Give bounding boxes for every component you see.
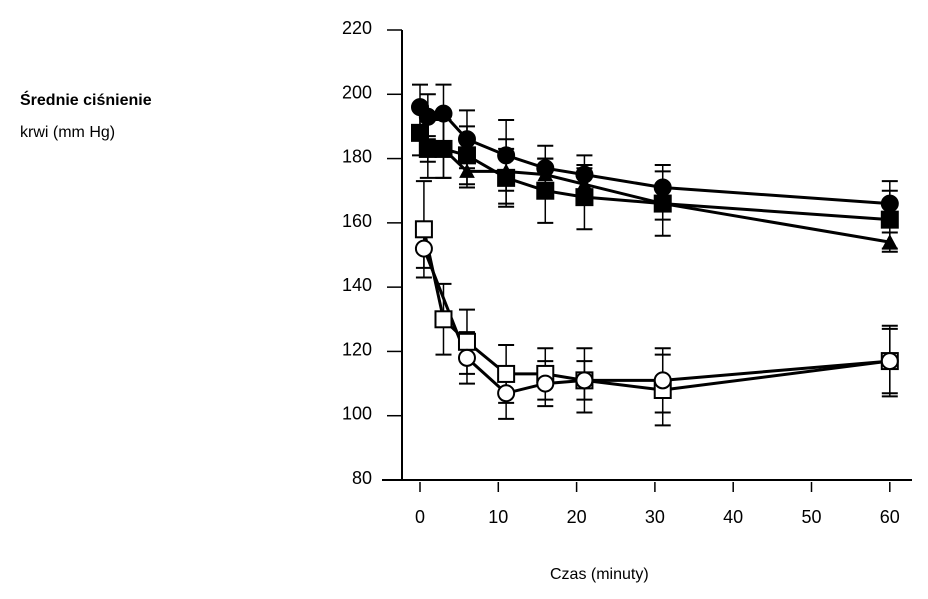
data-point-filled-circle	[497, 146, 516, 165]
data-point-open-circle	[653, 371, 672, 390]
x-tick-label: 20	[567, 507, 587, 527]
x-axis-label: Czas (minuty)	[550, 566, 649, 583]
x-tick-label: 10	[488, 507, 508, 527]
data-point-filled-circle	[457, 130, 476, 149]
data-point-filled-triangle	[459, 163, 475, 178]
data-point-open-circle	[497, 384, 516, 403]
x-tick-label: 60	[880, 507, 900, 527]
y-tick-label: 100	[342, 404, 372, 424]
data-point-open-square	[457, 332, 476, 351]
x-tick-label: 50	[801, 507, 821, 527]
data-point-filled-triangle	[419, 140, 436, 156]
data-point-filled-square	[536, 181, 555, 200]
data-point-filled-triangle	[537, 166, 554, 182]
data-point-filled-triangle	[435, 140, 452, 156]
data-point-open-circle	[414, 239, 433, 258]
y-axis-label-line1: Średnie ciśnienie	[20, 92, 152, 109]
series-line-open-circle	[422, 248, 890, 395]
data-point-open-circle	[536, 374, 555, 393]
y-tick-label: 80	[352, 468, 372, 488]
data-point-filled-square	[411, 123, 429, 142]
data-point-filled-triangle	[576, 176, 593, 191]
y-tick-label: 200	[342, 82, 372, 102]
data-point-open-square	[414, 220, 433, 239]
data-point-open-square	[497, 364, 516, 383]
data-point-filled-circle	[653, 178, 672, 197]
data-point-filled-triangle	[498, 163, 514, 178]
data-point-filled-square	[575, 188, 594, 207]
data-point-open-circle	[880, 352, 899, 371]
data-point-filled-circle	[434, 104, 453, 123]
y-tick-label: 180	[342, 147, 372, 167]
y-tick-label: 160	[342, 211, 372, 231]
y-tick-label: 220	[342, 18, 372, 38]
data-point-filled-triangle	[654, 195, 671, 211]
x-tick-label: 40	[723, 507, 743, 527]
x-tick-label: 30	[645, 507, 665, 527]
data-point-open-circle	[575, 371, 594, 390]
y-tick-label: 120	[342, 339, 372, 359]
data-point-open-square	[434, 310, 453, 329]
data-point-filled-circle	[418, 107, 437, 126]
data-point-filled-triangle	[881, 234, 898, 249]
y-axis-label-line2: krwi (mm Hg)	[20, 124, 116, 141]
data-point-filled-square	[457, 146, 476, 165]
data-point-filled-circle	[880, 194, 899, 213]
x-tick-label: 0	[415, 507, 425, 527]
data-point-filled-square	[880, 210, 899, 229]
data-point-open-circle	[457, 348, 476, 367]
y-tick-label: 140	[342, 275, 372, 295]
